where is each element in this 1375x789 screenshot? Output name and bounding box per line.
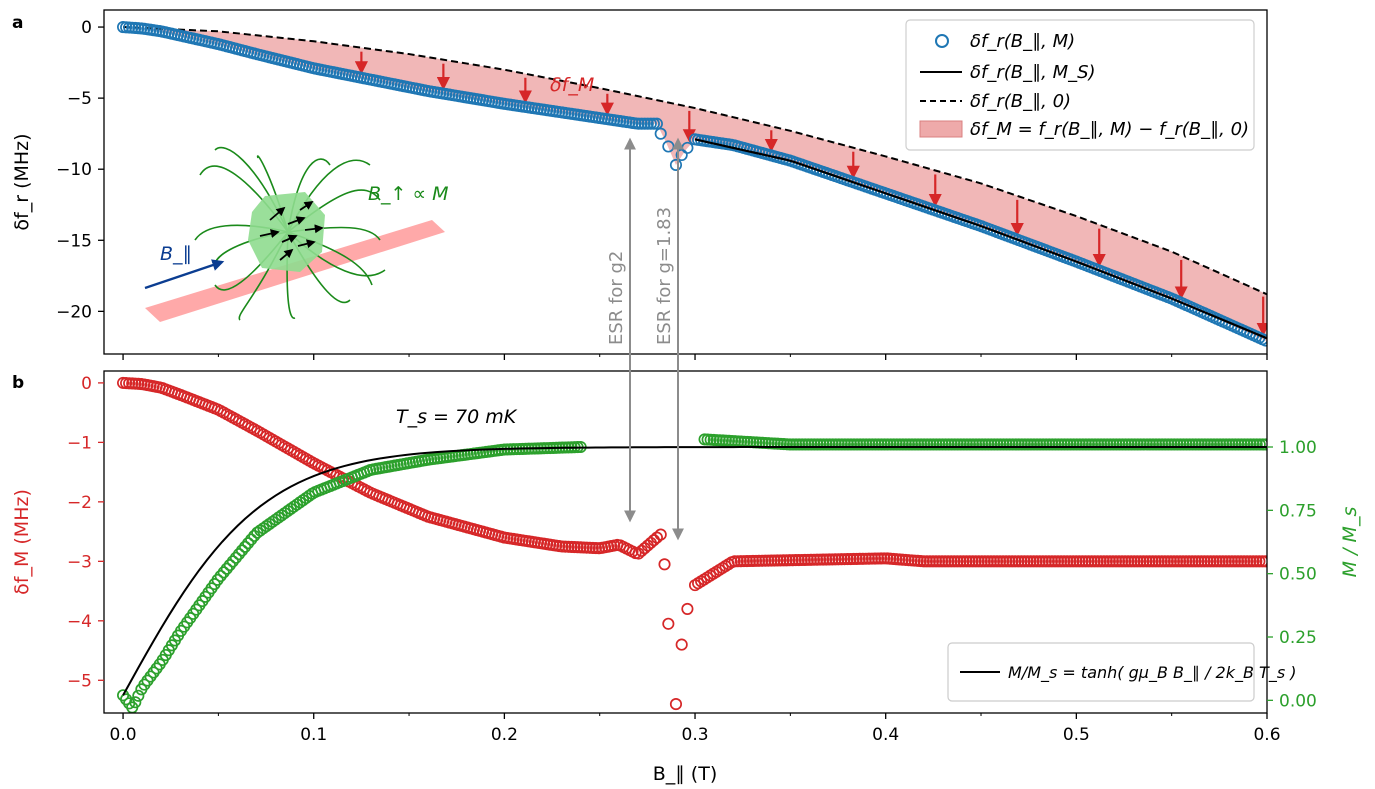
x-axis-label: B_∥ (T) [653, 763, 718, 785]
red-circles-series [117, 376, 1267, 711]
b-ytick-left-label-2: −2 [67, 493, 92, 513]
panel-b-y-ticks-left: 0 −1 −2 −3 −4 −5 [67, 374, 104, 691]
b-ytick-right-label-0: 1.00 [1279, 438, 1317, 458]
b-ytick-left-label-3: −3 [67, 552, 92, 572]
temperature-label: T_s = 70 mK [396, 406, 518, 428]
b-ytick-right-label-3: 0.25 [1279, 628, 1317, 648]
panel-a-letter: a [12, 13, 23, 33]
legend-b-box [947, 642, 1255, 702]
tanh-curve [122, 446, 1267, 696]
x-tick-label-5: 0.5 [1063, 725, 1090, 745]
green-point-37 [229, 551, 242, 564]
legend-b: M/M_s = tanh( gμ_B B_∥ / 2k_B T_s ) [947, 642, 1296, 702]
a-ytick-label-1: −5 [67, 89, 92, 109]
inset-B-label: B_∥ [160, 243, 192, 265]
green-point-39 [235, 544, 249, 557]
green-point-61 [303, 489, 316, 502]
esr-label-g183: ESR for g=1.83 [654, 207, 675, 345]
panel-b: 0−1−2−3−4−5 1.000.750.500.250.00 0.0 0.1 0… [11, 370, 1361, 785]
a-ytick-label-0: 0 [81, 18, 92, 38]
blue-point-176 [654, 127, 667, 140]
black-solid-line [694, 138, 1267, 340]
spin-arrows [259, 201, 324, 261]
esr-label-g2: ESR for g2 [606, 251, 627, 345]
legend-a-item-3: δf_M = f_r(B_∥, M) − f_r(B_∥, 0) [970, 119, 1249, 140]
red-point-176 [654, 528, 667, 541]
panel-a-y-ticks: 0 −5 −10 −15 −20 [56, 18, 104, 322]
legend-a-box [905, 19, 1255, 151]
magnet-particle [248, 192, 325, 272]
green-point-34 [220, 562, 233, 575]
x-tick-label-3: 0.3 [682, 725, 709, 745]
red-point-180 [675, 638, 688, 651]
field-direction-arrow [144, 259, 225, 290]
green-point-5 [132, 689, 145, 702]
panel-b-ylabel-right: M / M_s [1339, 507, 1361, 578]
blue-circles-series [117, 21, 1267, 347]
green-point-335 [1259, 438, 1267, 451]
green-point-4 [129, 696, 142, 709]
legend-a-item-0: δf_r(B_∥, M) [970, 31, 1075, 52]
inset-illustration: B_∥ B_↑ ∝ M [144, 146, 449, 322]
panel-a-ylabel: δf_r (MHz) [11, 133, 33, 230]
green-point-35 [223, 559, 236, 572]
legend-a-item-2: δf_r(B_∥, 0) [970, 91, 1071, 112]
b-ytick-left-label-5: −5 [67, 671, 92, 691]
legend-marker-fill [919, 120, 963, 138]
green-point-40 [239, 540, 252, 553]
a-ytick-label-3: −15 [56, 231, 92, 251]
legend-b-text: M/M_s = tanh( gμ_B B_∥ / 2k_B T_s ) [1008, 663, 1296, 683]
dashed-zero-line [123, 26, 1267, 296]
green-point-33 [217, 566, 230, 579]
green-point-38 [232, 548, 246, 561]
a-ytick-label-2: −10 [56, 160, 92, 180]
tanh-fit-line [122, 446, 1267, 696]
panel-b-y-ticks-right: 1.00 0.75 0.50 0.25 0.00 [1267, 438, 1317, 711]
panel-b-x-ticks: 0.0 0.1 0.2 0.3 0.4 0.5 0.6 [110, 713, 1281, 745]
b-ytick-right-label-2: 0.50 [1279, 565, 1317, 585]
panel-b-letter: b [12, 373, 24, 393]
red-point-181 [681, 602, 694, 615]
green-point-36 [226, 555, 239, 568]
panel-a-frame [103, 9, 1268, 355]
panel-a: B_∥ B_↑ ∝ M δf_M 0 −5 −10 −15 −20 δf_r (MHz)… [11, 9, 1268, 360]
panel-b-frame [103, 370, 1268, 714]
red-point-369 [1259, 555, 1267, 568]
dfM-annotation: δf_M [550, 74, 594, 96]
green-point-32 [214, 569, 227, 583]
b-ytick-left-label-0: 0 [81, 374, 92, 394]
red-point-177 [658, 558, 671, 571]
b-ytick-left-label-4: −4 [67, 612, 92, 632]
panel-a-x-ticks [122, 354, 1268, 360]
legend-a-item-1: δf_r(B_∥, M_S) [970, 62, 1096, 83]
legend-a: δf_r(B_∥, M) δf_r(B_∥, M_S) δf_r(B_∥, 0)… [905, 19, 1255, 151]
x-tick-label-2: 0.2 [491, 725, 518, 745]
blue-point-175 [650, 117, 663, 130]
panel-b-ylabel-left: δf_M (MHz) [11, 489, 33, 595]
inset-field-label: B_↑ ∝ M [368, 183, 449, 205]
solid-series-line [694, 138, 1267, 340]
blue-point-368 [1259, 334, 1267, 347]
red-point-179 [669, 698, 683, 711]
green-point-42 [245, 533, 258, 546]
red-arrows [354, 51, 1267, 337]
esr-arrows: ESR for g2 ESR for g=1.83 [606, 137, 684, 541]
x-tick-label-0: 0.0 [110, 725, 137, 745]
b-ytick-right-label-1: 0.75 [1279, 501, 1317, 521]
b-ytick-left-label-1: −1 [67, 433, 92, 453]
b-ytick-right-label-4: 0.00 [1279, 691, 1317, 711]
a-ytick-label-4: −20 [56, 302, 92, 322]
x-tick-label-6: 0.6 [1253, 725, 1280, 745]
legend-marker-blue [935, 34, 949, 48]
x-tick-label-4: 0.4 [872, 725, 899, 745]
x-tick-label-1: 0.1 [300, 725, 327, 745]
dashed-series-line [123, 26, 1267, 296]
green-point-41 [242, 537, 255, 550]
red-point-178 [662, 617, 675, 630]
